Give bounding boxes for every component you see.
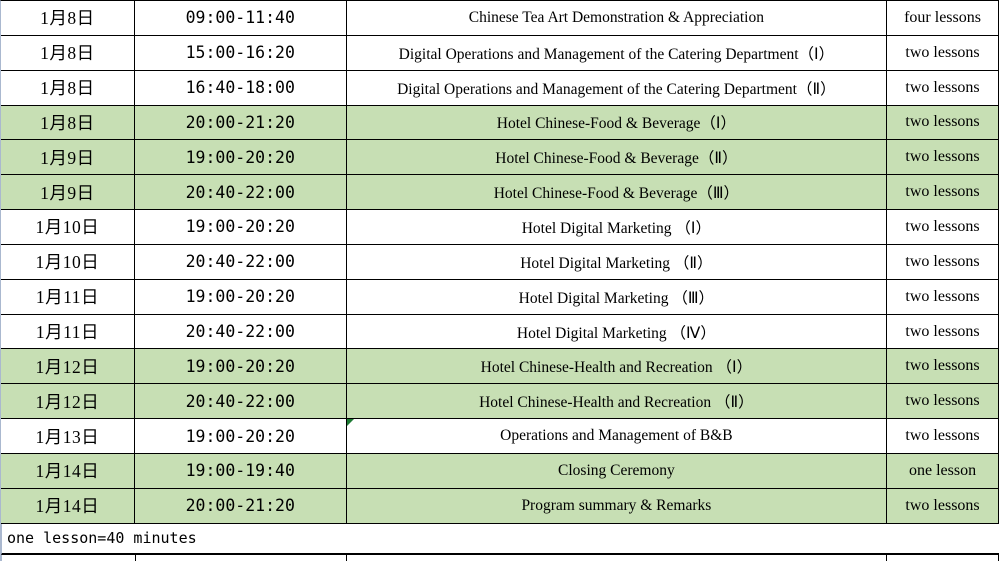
empty-cell[interactable] bbox=[136, 554, 348, 561]
time-cell[interactable]: 19:00-20:20 bbox=[135, 210, 347, 244]
lessons-cell[interactable]: one lesson bbox=[887, 453, 999, 488]
time-cell[interactable]: 19:00-20:20 bbox=[135, 279, 347, 314]
lessons-cell[interactable]: two lessons bbox=[887, 488, 999, 523]
lessons-cell[interactable]: two lessons bbox=[887, 279, 999, 314]
course-cell[interactable]: Digital Operations and Management of the… bbox=[347, 35, 888, 70]
table-row: 1月12日 19:00-20:20 Hotel Chinese-Health and… bbox=[1, 349, 999, 385]
time-cell[interactable]: 19:00-19:40 bbox=[135, 453, 347, 488]
table-row: 1月14日 19:00-19:40 Closing Ceremony one less… bbox=[1, 453, 999, 489]
footer-note-cell[interactable]: one lesson=40 minutes bbox=[1, 523, 999, 555]
lessons-cell[interactable]: two lessons bbox=[887, 210, 999, 244]
table-row: 1月9日 20:40-22:00 Hotel Chinese-Food & Beve… bbox=[1, 175, 999, 211]
table-row: 1月11日 19:00-20:20 Hotel Digital Marketing … bbox=[1, 279, 999, 315]
time-cell[interactable]: 20:40-22:00 bbox=[135, 314, 347, 349]
lessons-cell[interactable]: two lessons bbox=[887, 244, 999, 279]
date-cell[interactable]: 1月8日 bbox=[1, 35, 135, 70]
date-cell[interactable]: 1月11日 bbox=[1, 279, 135, 314]
lessons-cell[interactable]: two lessons bbox=[887, 70, 999, 105]
course-cell[interactable]: Operations and Management of B&B bbox=[346, 419, 888, 453]
time-cell[interactable]: 15:00-16:20 bbox=[135, 35, 347, 70]
time-cell[interactable]: 20:00-21:20 bbox=[135, 105, 347, 140]
date-cell[interactable]: 1月9日 bbox=[1, 175, 135, 210]
time-cell[interactable]: 19:00-20:20 bbox=[135, 419, 347, 453]
table-row: 1月8日 09:00-11:40 Chinese Tea Art Demonstra… bbox=[1, 1, 999, 36]
date-cell[interactable]: 1月10日 bbox=[1, 210, 135, 244]
table-row: 1月10日 19:00-20:20 Hotel Digital Marketing … bbox=[1, 210, 999, 245]
date-cell[interactable]: 1月8日 bbox=[1, 1, 135, 35]
course-cell[interactable]: Hotel Chinese-Food & Beverage（Ⅰ） bbox=[347, 105, 888, 140]
date-cell[interactable]: 1月14日 bbox=[1, 453, 135, 488]
time-cell[interactable]: 16:40-18:00 bbox=[135, 70, 347, 105]
date-cell[interactable]: 1月12日 bbox=[1, 384, 135, 419]
date-cell[interactable]: 1月8日 bbox=[1, 70, 135, 105]
date-cell[interactable]: 1月9日 bbox=[1, 140, 135, 175]
lessons-cell[interactable]: four lessons bbox=[887, 1, 999, 35]
lessons-cell[interactable]: two lessons bbox=[887, 35, 999, 70]
course-cell[interactable]: Hotel Chinese-Health and Recreation （Ⅰ） bbox=[347, 349, 888, 384]
table-rows: 1月8日 09:00-11:40 Chinese Tea Art Demonstra… bbox=[1, 1, 999, 524]
lessons-cell[interactable]: two lessons bbox=[887, 349, 999, 384]
lessons-cell[interactable]: two lessons bbox=[887, 419, 999, 453]
table-row: 1月10日 20:40-22:00 Hotel Digital Marketing … bbox=[1, 244, 999, 280]
footer-note-text: one lesson=40 minutes bbox=[7, 529, 197, 548]
table-row: 1月12日 20:40-22:00 Hotel Chinese-Health and… bbox=[1, 384, 999, 420]
cell-error-marker-icon bbox=[346, 419, 354, 427]
date-cell[interactable]: 1月14日 bbox=[1, 488, 135, 523]
lessons-cell[interactable]: two lessons bbox=[887, 314, 999, 349]
table-row: 1月9日 19:00-20:20 Hotel Chinese-Food & Beve… bbox=[1, 140, 999, 176]
table-row: 1月11日 20:40-22:00 Hotel Digital Marketing … bbox=[1, 314, 999, 350]
course-cell[interactable]: Hotel Digital Marketing （Ⅳ） bbox=[347, 314, 888, 349]
table-row: 1月8日 20:00-21:20 Hotel Chinese-Food & Beve… bbox=[1, 105, 999, 141]
time-cell[interactable]: 20:40-22:00 bbox=[135, 244, 347, 279]
date-cell[interactable]: 1月13日 bbox=[1, 419, 135, 453]
time-cell[interactable]: 20:40-22:00 bbox=[135, 175, 347, 210]
empty-cell[interactable] bbox=[2, 554, 136, 561]
date-cell[interactable]: 1月8日 bbox=[1, 105, 135, 140]
date-cell[interactable]: 1月10日 bbox=[1, 244, 135, 279]
table-row: 1月13日 19:00-20:20 Operations and Managemen… bbox=[1, 419, 999, 454]
lessons-cell[interactable]: two lessons bbox=[887, 384, 999, 419]
course-cell[interactable]: Hotel Digital Marketing （Ⅲ） bbox=[347, 279, 888, 314]
table-row: 1月14日 20:00-21:20 Program summary & Remark… bbox=[1, 488, 999, 524]
time-cell[interactable]: 19:00-20:20 bbox=[135, 349, 347, 384]
course-cell[interactable]: Hotel Chinese-Health and Recreation （Ⅱ） bbox=[347, 384, 888, 419]
course-cell[interactable]: Hotel Chinese-Food & Beverage（Ⅲ） bbox=[347, 175, 888, 210]
time-cell[interactable]: 20:40-22:00 bbox=[135, 384, 347, 419]
time-cell[interactable]: 19:00-20:20 bbox=[135, 140, 347, 175]
date-cell[interactable]: 1月11日 bbox=[1, 314, 135, 349]
time-cell[interactable]: 20:00-21:20 bbox=[135, 488, 347, 523]
table-row: 1月8日 15:00-16:20 Digital Operations and Ma… bbox=[1, 35, 999, 71]
course-cell[interactable]: Digital Operations and Management of the… bbox=[347, 70, 888, 105]
empty-cell[interactable] bbox=[347, 554, 888, 561]
lessons-cell[interactable]: two lessons bbox=[887, 105, 999, 140]
course-cell[interactable]: Program summary & Remarks bbox=[347, 488, 888, 523]
empty-partial-row bbox=[1, 554, 1000, 561]
course-cell[interactable]: Chinese Tea Art Demonstration & Apprecia… bbox=[347, 1, 888, 35]
table-row: 1月8日 16:40-18:00 Digital Operations and Ma… bbox=[1, 70, 999, 106]
empty-cell[interactable] bbox=[887, 554, 1000, 561]
course-cell[interactable]: Closing Ceremony bbox=[347, 453, 888, 488]
course-cell[interactable]: Hotel Digital Marketing （Ⅰ） bbox=[347, 210, 888, 244]
lessons-cell[interactable]: two lessons bbox=[887, 175, 999, 210]
time-cell[interactable]: 09:00-11:40 bbox=[135, 1, 347, 35]
course-cell[interactable]: Hotel Digital Marketing （Ⅱ） bbox=[347, 244, 888, 279]
lessons-cell[interactable]: two lessons bbox=[887, 140, 999, 175]
course-cell[interactable]: Hotel Chinese-Food & Beverage（Ⅱ） bbox=[347, 140, 888, 175]
date-cell[interactable]: 1月12日 bbox=[1, 349, 135, 384]
